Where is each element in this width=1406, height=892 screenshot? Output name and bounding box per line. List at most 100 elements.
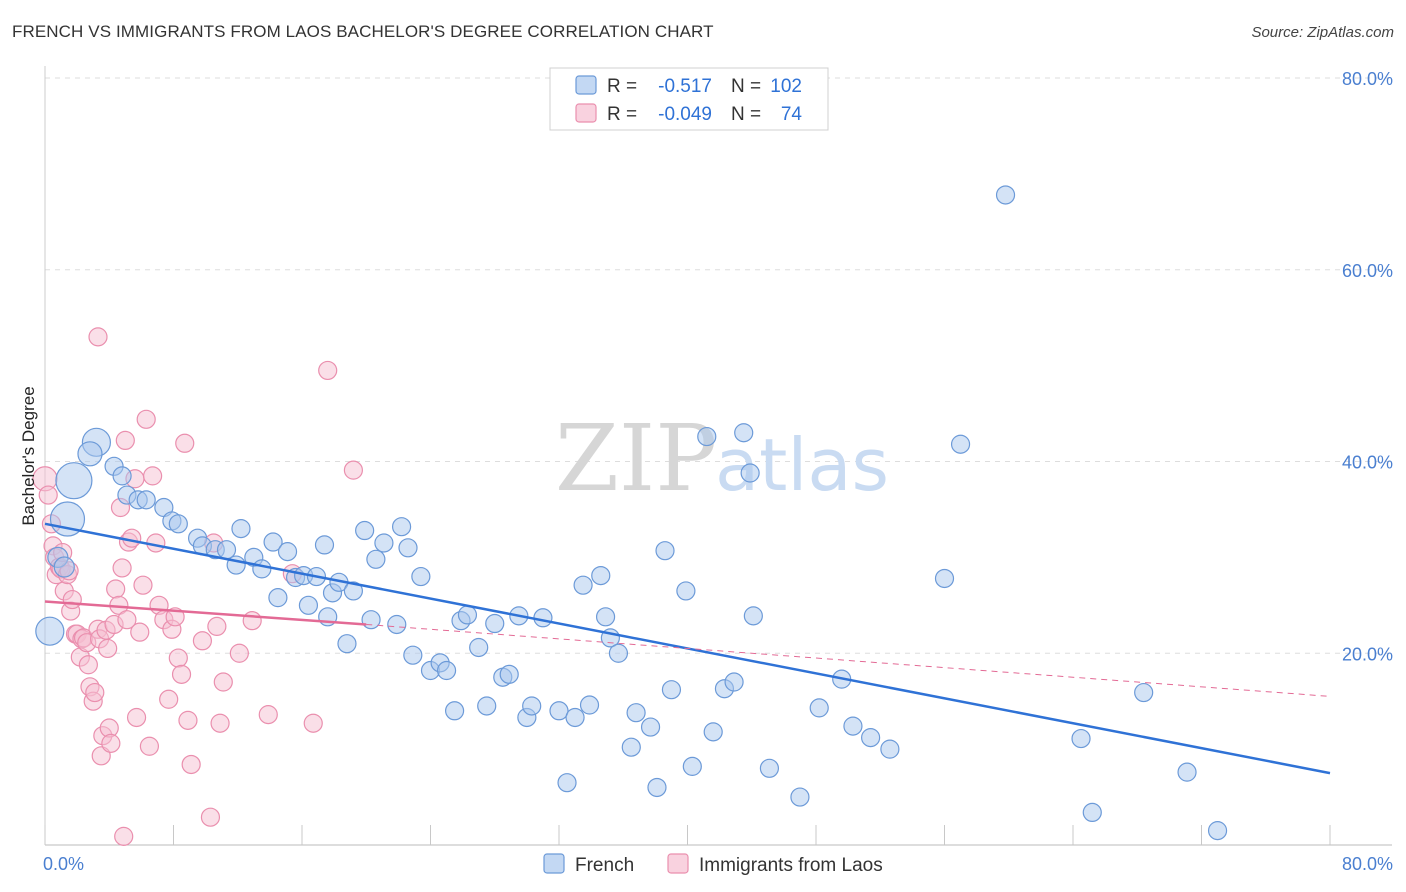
chart-title: FRENCH VS IMMIGRANTS FROM LAOS BACHELOR'…: [12, 22, 714, 41]
chart-source: Source: ZipAtlas.com: [1251, 24, 1394, 41]
french-point: [950, 434, 971, 454]
french-point: [355, 520, 375, 541]
laos-point: [133, 575, 153, 595]
french-point: [608, 643, 629, 663]
y-tick-label: 60.0%: [1342, 261, 1393, 281]
legend-n-label-laos: N =: [731, 104, 761, 125]
x-tick-label-max: 80.0%: [1342, 854, 1393, 874]
laos-point: [242, 611, 262, 631]
french-point: [252, 559, 272, 579]
french-point: [843, 716, 863, 736]
laos-point: [130, 622, 150, 642]
french-point: [1071, 728, 1091, 749]
french-point: [231, 519, 251, 539]
laos-point: [106, 579, 126, 599]
laos-point: [117, 610, 137, 630]
french-point: [444, 701, 465, 721]
french-point: [136, 490, 156, 510]
laos-point: [213, 672, 233, 692]
french-point: [682, 756, 702, 776]
french-point: [995, 185, 1016, 205]
trendlines: [44, 522, 1331, 775]
french-point: [557, 773, 577, 793]
french-point: [703, 722, 723, 742]
french-point: [1134, 682, 1154, 703]
laos-point: [159, 689, 179, 709]
french-point: [366, 549, 386, 569]
french-point: [697, 426, 717, 447]
laos-point: [207, 616, 227, 637]
laos-point: [38, 485, 58, 505]
french-point: [621, 737, 641, 757]
french-point: [411, 566, 431, 587]
y-tick-label: 40.0%: [1342, 453, 1393, 473]
french-point: [1177, 762, 1197, 782]
y-tick-label: 80.0%: [1342, 69, 1393, 89]
french-point: [724, 672, 744, 692]
laos-point: [115, 430, 135, 451]
series-laos: [32, 327, 363, 846]
french-point: [499, 664, 519, 684]
axes: [44, 66, 1392, 846]
gridlines: [45, 77, 1392, 654]
french-point: [112, 466, 132, 486]
legend-n-label-french: N =: [731, 76, 761, 97]
laos-point: [78, 655, 98, 675]
french-point: [934, 568, 955, 589]
french-point: [387, 614, 407, 635]
trendline-laos-extended: [366, 623, 1331, 697]
french-point: [457, 605, 478, 625]
french-point: [268, 588, 288, 608]
laos-point: [62, 589, 82, 610]
laos-point: [112, 558, 132, 578]
series-legend: French Immigrants from Laos: [543, 853, 883, 876]
french-point: [591, 565, 611, 586]
french-point: [436, 660, 457, 681]
french-point: [655, 541, 675, 561]
french-point: [477, 696, 497, 716]
french-point: [337, 634, 357, 654]
legend-r-value-laos: -0.049: [658, 104, 712, 125]
french-point: [861, 728, 881, 748]
tick-labels: 20.0% 40.0% 60.0% 80.0% 0.0% 80.0%: [43, 69, 1393, 874]
french-point: [759, 758, 780, 778]
french-point: [626, 703, 646, 723]
french-point: [391, 517, 412, 537]
laos-point: [200, 807, 221, 827]
french-point: [343, 581, 363, 601]
trendline-laos: [44, 600, 367, 626]
french-point: [647, 777, 667, 798]
french-point: [595, 607, 616, 627]
laos-point: [101, 733, 121, 753]
french-point: [522, 696, 542, 716]
french-point: [361, 610, 381, 630]
y-axis-label: Bachelor's Degree: [19, 386, 38, 525]
laos-point: [210, 713, 230, 733]
french-point: [314, 535, 335, 555]
french-point: [809, 698, 829, 718]
series-french: [35, 185, 1228, 841]
french-point: [579, 695, 600, 715]
french-point: [533, 608, 553, 628]
french-point: [740, 463, 760, 483]
french-point: [277, 542, 298, 562]
french-point: [1207, 821, 1228, 841]
legend-r-value-french: -0.517: [658, 76, 712, 97]
legend-swatch-french: [575, 75, 597, 95]
french-point: [263, 532, 283, 552]
laos-point: [136, 409, 156, 429]
french-point: [549, 701, 569, 721]
french-point: [1082, 802, 1102, 823]
laos-point: [168, 648, 188, 668]
french-point: [298, 595, 319, 615]
laos-point: [192, 631, 213, 651]
legend-r-label-french: R =: [607, 76, 637, 97]
bottom-legend-swatch-french: [543, 853, 565, 874]
french-point: [790, 787, 810, 807]
french-point: [374, 533, 394, 553]
legend-n-value-french: 102: [770, 76, 802, 97]
x-tick-label-min: 0.0%: [43, 854, 84, 874]
french-point: [485, 613, 505, 634]
french-point: [734, 423, 754, 443]
